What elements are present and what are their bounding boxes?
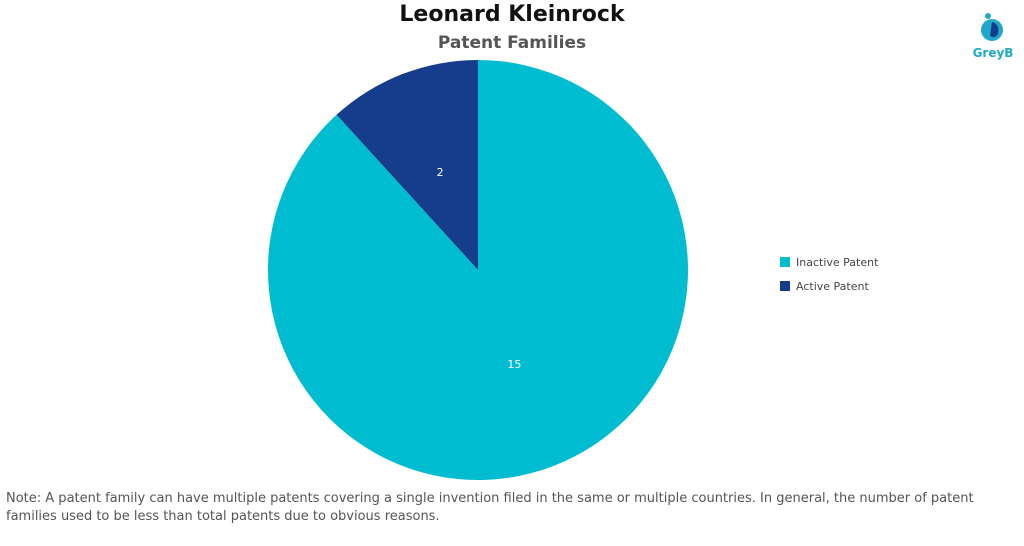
legend-item-inactive[interactable]: Inactive Patent [780, 250, 878, 274]
footnote: Note: A patent family can have multiple … [6, 491, 974, 524]
legend-label-inactive: Inactive Patent [796, 255, 879, 269]
greyb-logo: GreyB [968, 10, 1018, 64]
legend-swatch-active [780, 281, 790, 291]
pie-slice-active[interactable] [336, 60, 478, 270]
legend-swatch-inactive [780, 257, 790, 267]
legend: Inactive Patent Active Patent [780, 250, 878, 298]
legend-item-active[interactable]: Active Patent [780, 274, 878, 298]
data-label-inactive: 15 [507, 358, 521, 371]
logo-text: GreyB [972, 46, 1014, 60]
pie-slice-inactive[interactable] [267, 60, 688, 481]
chart-title: Leonard Kleinrock [399, 2, 625, 27]
legend-label-active: Active Patent [796, 279, 869, 293]
greyb-logo-icon [981, 13, 1003, 41]
data-label-active: 2 [437, 166, 444, 179]
chart-subtitle: Patent Families [437, 33, 587, 53]
